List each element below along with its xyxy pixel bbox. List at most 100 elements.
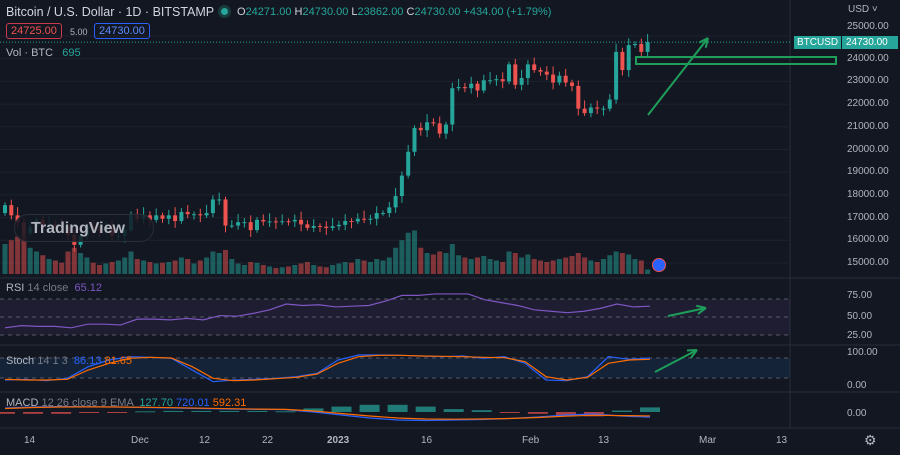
stoch-label: Stoch [6, 355, 35, 367]
high-value: 24730.00 [302, 6, 349, 18]
volume-bar [122, 257, 128, 274]
price-tick-25000: 25000.00 [847, 21, 889, 32]
arrow-head [696, 304, 707, 309]
volume-bar [588, 260, 594, 274]
volume-bar [525, 254, 531, 274]
candle [242, 222, 247, 224]
time-tick: Mar [699, 435, 717, 446]
rsi-level-25: 25.00 [847, 330, 873, 341]
candle [362, 218, 367, 220]
macd-histogram-bar [555, 412, 576, 417]
volume-bar [437, 251, 443, 274]
candle [355, 218, 360, 222]
rectangle-drawing[interactable] [635, 56, 837, 65]
volume-bar [109, 262, 115, 274]
candle [456, 87, 461, 89]
candle [166, 215, 171, 219]
volume-bar [59, 262, 65, 274]
volume-bar [544, 262, 550, 274]
trend-arrow-drawing[interactable] [647, 37, 709, 116]
volume-bar [393, 247, 399, 274]
trend-arrow-drawing[interactable] [667, 307, 707, 317]
candle [551, 74, 556, 83]
volume-bar [223, 250, 228, 274]
candle [179, 211, 184, 222]
candle [236, 222, 241, 226]
candle [368, 218, 373, 220]
candle [9, 205, 14, 216]
volume-bar [204, 257, 210, 274]
time-tick: 22 [262, 435, 274, 446]
sell-button[interactable]: 24725.00 [6, 23, 62, 39]
price-tick: 23000.00 [847, 75, 889, 87]
volume-bar [607, 255, 613, 274]
volume-value: 695 [62, 47, 81, 59]
candle [210, 199, 215, 214]
volume-bar [52, 260, 58, 274]
candle [494, 79, 499, 81]
macd-histogram-bar [23, 412, 44, 414]
settings-gear-icon[interactable]: ⚙ [864, 432, 877, 448]
volume-bar [412, 230, 417, 274]
macd-histogram-bar [275, 411, 296, 413]
volume-label: Vol · BTC [6, 47, 54, 59]
candle [507, 64, 511, 82]
volume-bar [538, 260, 543, 274]
volume-bar [443, 253, 449, 274]
market-status-icon [221, 8, 228, 15]
candle [305, 224, 310, 228]
volume-bar [462, 257, 468, 274]
volume-bar [128, 251, 134, 274]
volume-bar [115, 260, 121, 274]
candle [563, 75, 568, 83]
volume-bar [632, 259, 638, 274]
candle [538, 70, 543, 72]
candle [267, 221, 272, 223]
macd-histogram-bar [387, 404, 408, 412]
us-flag-event-icon[interactable] [652, 258, 666, 272]
volume-bar [613, 251, 619, 274]
volume-bar [506, 251, 512, 274]
buy-button[interactable]: 24730.00 [94, 23, 150, 39]
candle [444, 124, 448, 134]
volume-bar [638, 260, 644, 274]
candle [223, 199, 228, 226]
candle [557, 75, 562, 83]
candle [192, 214, 196, 216]
tradingview-watermark: TradingView [14, 214, 154, 242]
candle [248, 222, 253, 231]
price-tick: 22000.00 [847, 98, 889, 110]
candle [620, 51, 625, 71]
currency-selector[interactable]: USD ˅ [848, 4, 878, 15]
volume-bar [134, 259, 140, 274]
close-label: C [406, 6, 415, 18]
candle [255, 219, 259, 231]
price-tick: 16000.00 [847, 234, 889, 246]
symbol-title[interactable]: Bitcoin / U.S. Dollar · 1D · BITSTAMP [6, 5, 215, 19]
volume-bar [468, 259, 474, 274]
candle [519, 77, 524, 85]
volume-bar [487, 259, 493, 274]
volume-bar [197, 260, 203, 274]
volume-bar [273, 268, 279, 274]
candle [469, 83, 474, 89]
volume-bar [210, 251, 216, 274]
candle [425, 122, 430, 131]
price-tick: 20000.00 [847, 143, 889, 155]
volume-bar [619, 253, 625, 274]
candle [330, 226, 335, 229]
candle [273, 221, 278, 223]
currency-label: USD [848, 4, 870, 15]
candle [318, 225, 322, 227]
candle [292, 219, 297, 222]
price-axis[interactable] [790, 0, 900, 455]
volume-bar [241, 265, 247, 274]
volume-bar [456, 255, 462, 274]
macd-histogram-bar [79, 412, 100, 413]
arrow-head [690, 349, 698, 359]
price-tick: 15000.00 [847, 257, 889, 268]
trend-arrow-drawing[interactable] [654, 349, 698, 373]
stoch-params: 14 1 3 [37, 355, 68, 367]
low-value: 23862.00 [357, 6, 404, 18]
